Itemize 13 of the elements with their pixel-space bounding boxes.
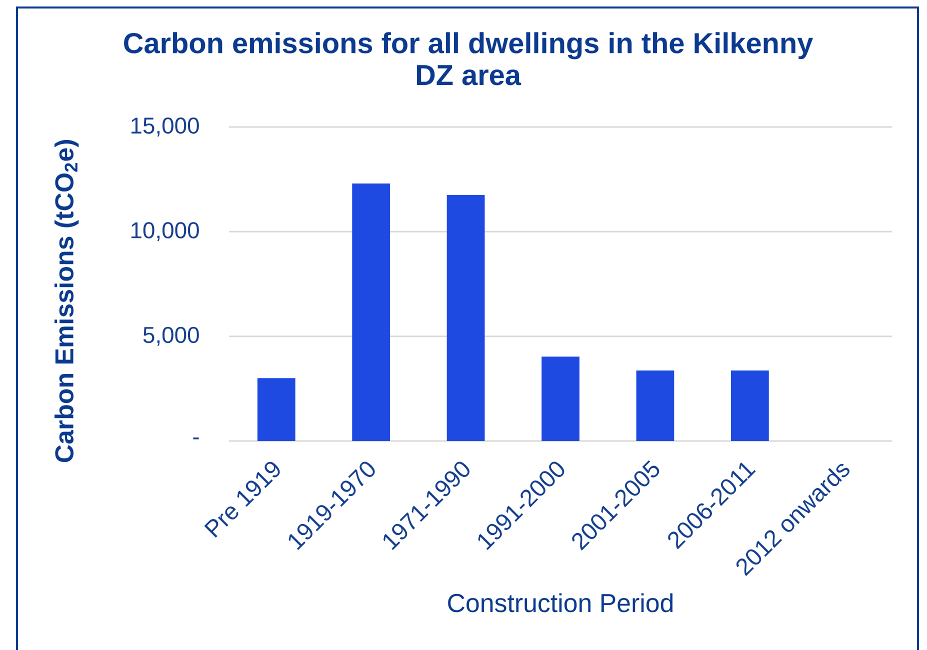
bar [730, 370, 769, 441]
y-tick-label: 5,000 [143, 326, 199, 346]
y-tick-label: 10,000 [131, 222, 199, 242]
x-axis-title: Construction Period [448, 593, 673, 612]
bar [257, 378, 296, 441]
bar [352, 184, 390, 441]
bar [542, 356, 580, 441]
y-axis-title: Carbon Emissions (tCO$_{2}$e) [54, 140, 79, 462]
y-tick-label: - [193, 437, 199, 440]
y-tick-label: 15,000 [131, 118, 199, 136]
bar [636, 370, 674, 441]
bar [446, 195, 485, 441]
chart-title: Carbon emissions for all dwellings in the Kilkenny DZ area [124, 32, 814, 86]
